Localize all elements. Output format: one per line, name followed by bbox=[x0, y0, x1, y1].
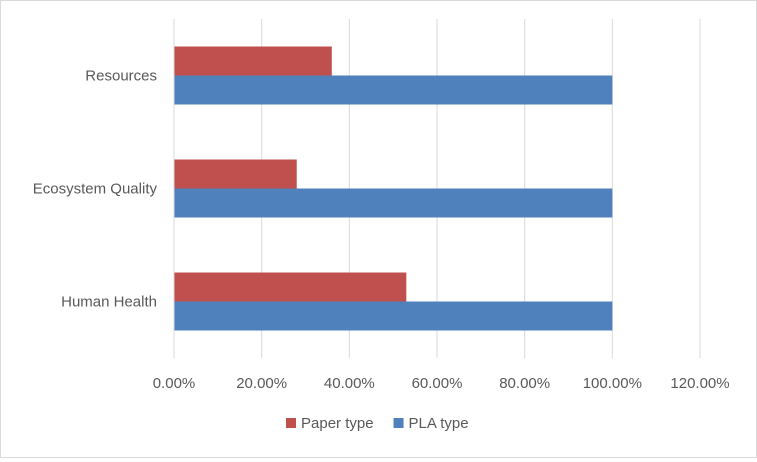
category-label: Ecosystem Quality bbox=[33, 181, 158, 198]
legend-label: PLA type bbox=[409, 415, 469, 432]
legend: Paper type PLA type bbox=[286, 415, 469, 432]
bar-paper-type-resources bbox=[174, 46, 332, 76]
x-tick-label: 120.00% bbox=[670, 375, 729, 392]
bar-paper-type-ecosystem-quality bbox=[174, 159, 297, 189]
x-tick-label: 100.00% bbox=[583, 375, 642, 392]
x-tick-labels: 0.00% 20.00% 40.00% 60.00% 80.00% 100.00% 120.… bbox=[153, 375, 730, 392]
x-tick-label: 20.00% bbox=[236, 375, 287, 392]
category-labels: Human Health Ecosystem Quality Resources bbox=[33, 68, 158, 311]
legend-label: Paper type bbox=[301, 415, 374, 432]
legend-swatch-paper-type bbox=[286, 418, 296, 428]
bar-paper-type-human-health bbox=[174, 272, 407, 302]
bar-pla-type-human-health bbox=[174, 301, 613, 331]
x-tick-label: 40.00% bbox=[324, 375, 375, 392]
bar-pla-type-resources bbox=[174, 75, 613, 105]
x-tick-label: 0.00% bbox=[153, 375, 196, 392]
bar-pla-type-ecosystem-quality bbox=[174, 188, 613, 218]
category-label: Resources bbox=[85, 68, 157, 85]
x-tick-label: 60.00% bbox=[412, 375, 463, 392]
category-label: Human Health bbox=[61, 294, 157, 311]
x-tick-label: 80.00% bbox=[499, 375, 550, 392]
legend-swatch-pla-type bbox=[393, 418, 404, 428]
bars bbox=[174, 46, 613, 331]
